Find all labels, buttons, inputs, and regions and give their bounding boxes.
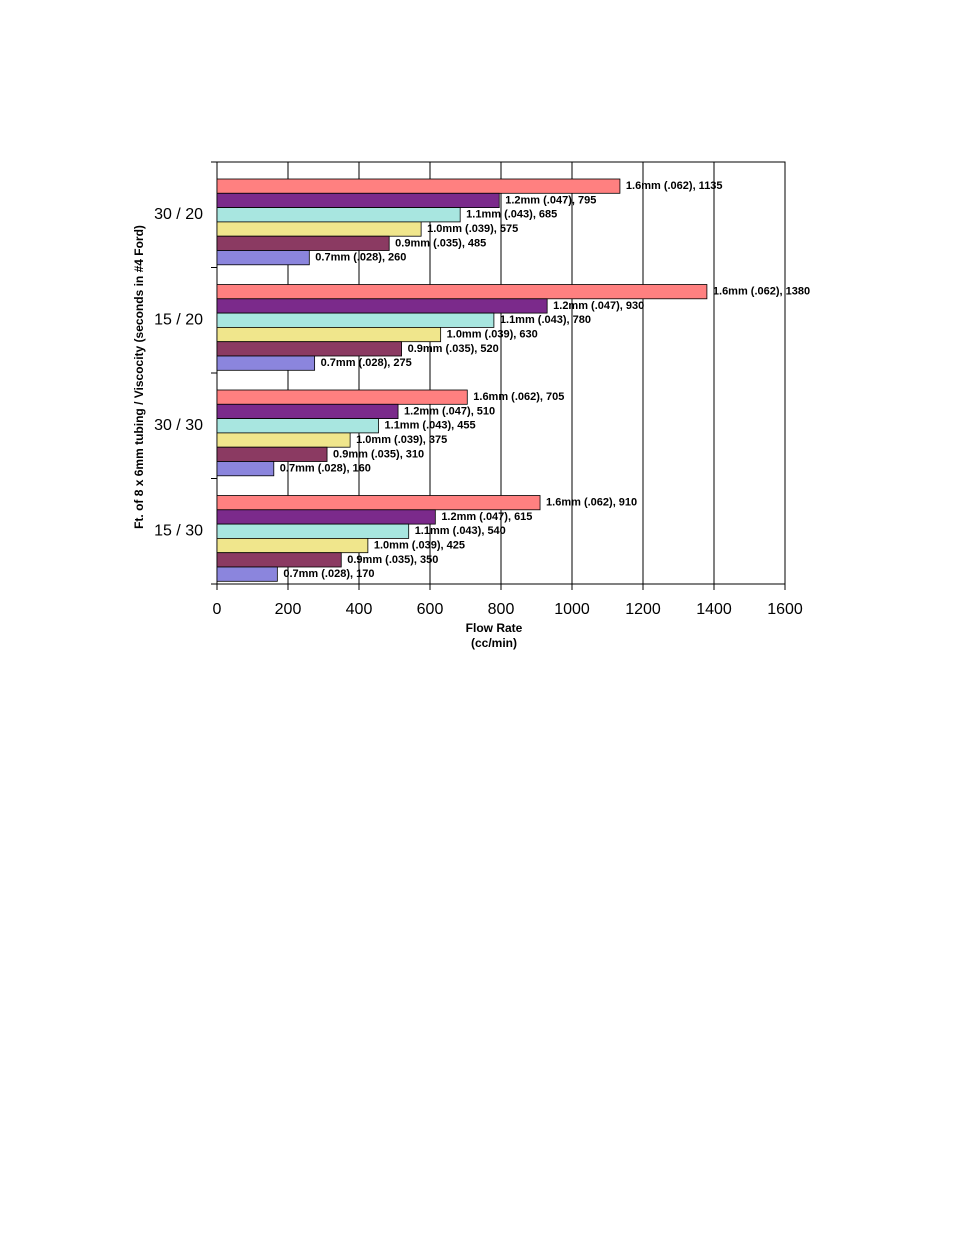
data-label: 1.0mm (.039), 575 (427, 223, 518, 235)
bars (216, 178, 708, 582)
bar (216, 403, 399, 419)
x-tick-label: 800 (488, 601, 515, 618)
bar (216, 495, 541, 511)
data-label: 1.0mm (.039), 375 (356, 434, 447, 446)
data-label: 1.0mm (.039), 425 (374, 539, 465, 551)
data-label: 1.6mm (.062), 910 (546, 497, 637, 509)
data-label: 1.1mm (.043), 780 (500, 314, 591, 326)
bar (216, 192, 500, 209)
bar (216, 461, 275, 477)
data-label: 1.2mm (.047), 795 (505, 194, 596, 206)
bar (216, 355, 316, 371)
data-label: 1.1mm (.043), 455 (385, 420, 476, 432)
bar (216, 389, 468, 405)
x-tick-label: 200 (275, 601, 302, 618)
y-axis-categories: 30 / 20 15 / 20 30 / 30 15 / 30 (154, 161, 217, 585)
data-label: 1.2mm (.047), 930 (553, 300, 644, 312)
data-label: 0.9mm (.035), 310 (333, 448, 424, 460)
x-tick-label: 1000 (554, 601, 590, 618)
bar (216, 221, 422, 237)
bar (216, 566, 278, 582)
bar (216, 432, 351, 448)
data-label: 0.7mm (.028), 170 (283, 568, 374, 580)
bar (216, 178, 621, 194)
bar (216, 312, 495, 328)
bar (216, 509, 436, 525)
x-tick-label: 1200 (625, 601, 661, 618)
bar (216, 341, 403, 357)
data-label: 1.2mm (.047), 510 (404, 405, 495, 417)
data-label: 1.6mm (.062), 705 (473, 391, 564, 403)
category-label: 15 / 30 (154, 522, 203, 539)
data-labels: 1.6mm (.062), 1135 1.2mm (.047), 795 1.1mm… (280, 180, 810, 580)
x-axis-unit: (cc/min) (471, 636, 517, 650)
data-label: 1.6mm (.062), 1135 (626, 180, 723, 192)
bar (216, 326, 442, 343)
data-label: 1.0mm (.039), 630 (447, 328, 538, 340)
x-tick-label: 0 (213, 601, 222, 618)
data-label: 0.7mm (.028), 275 (321, 357, 412, 369)
data-label: 1.2mm (.047), 615 (441, 511, 532, 523)
data-label: 0.7mm (.028), 260 (315, 252, 406, 264)
bar (216, 523, 410, 539)
x-tick-label: 600 (417, 601, 444, 618)
bar (216, 284, 708, 300)
x-tick-label: 1400 (696, 601, 732, 618)
x-tick-label: 1600 (767, 601, 803, 618)
bar (216, 446, 328, 462)
x-axis-title: Flow Rate (466, 621, 523, 635)
bar (216, 250, 310, 266)
data-label: 0.9mm (.035), 485 (395, 237, 486, 249)
bar (216, 552, 342, 568)
bar (216, 298, 548, 314)
category-label: 30 / 30 (154, 417, 203, 434)
data-label: 0.7mm (.028), 160 (280, 463, 371, 475)
y-axis-title: Ft. of 8 x 6mm tubing / Viscocity (secon… (132, 225, 146, 529)
data-label: 0.9mm (.035), 350 (347, 554, 438, 566)
category-label: 30 / 20 (154, 206, 203, 223)
bar (216, 235, 390, 251)
data-label: 0.9mm (.035), 520 (408, 343, 499, 355)
category-label: 15 / 20 (154, 311, 203, 328)
bar (216, 207, 461, 223)
data-label: 1.6mm (.062), 1380 (713, 286, 810, 298)
data-label: 1.1mm (.043), 540 (415, 525, 506, 537)
bar (216, 418, 379, 434)
x-tick-label: 400 (346, 601, 373, 618)
data-label: 1.1mm (.043), 685 (466, 209, 557, 221)
x-axis-ticks: 0 200 400 600 800 1000 1200 1400 1600 (213, 584, 803, 618)
bar (216, 538, 369, 554)
